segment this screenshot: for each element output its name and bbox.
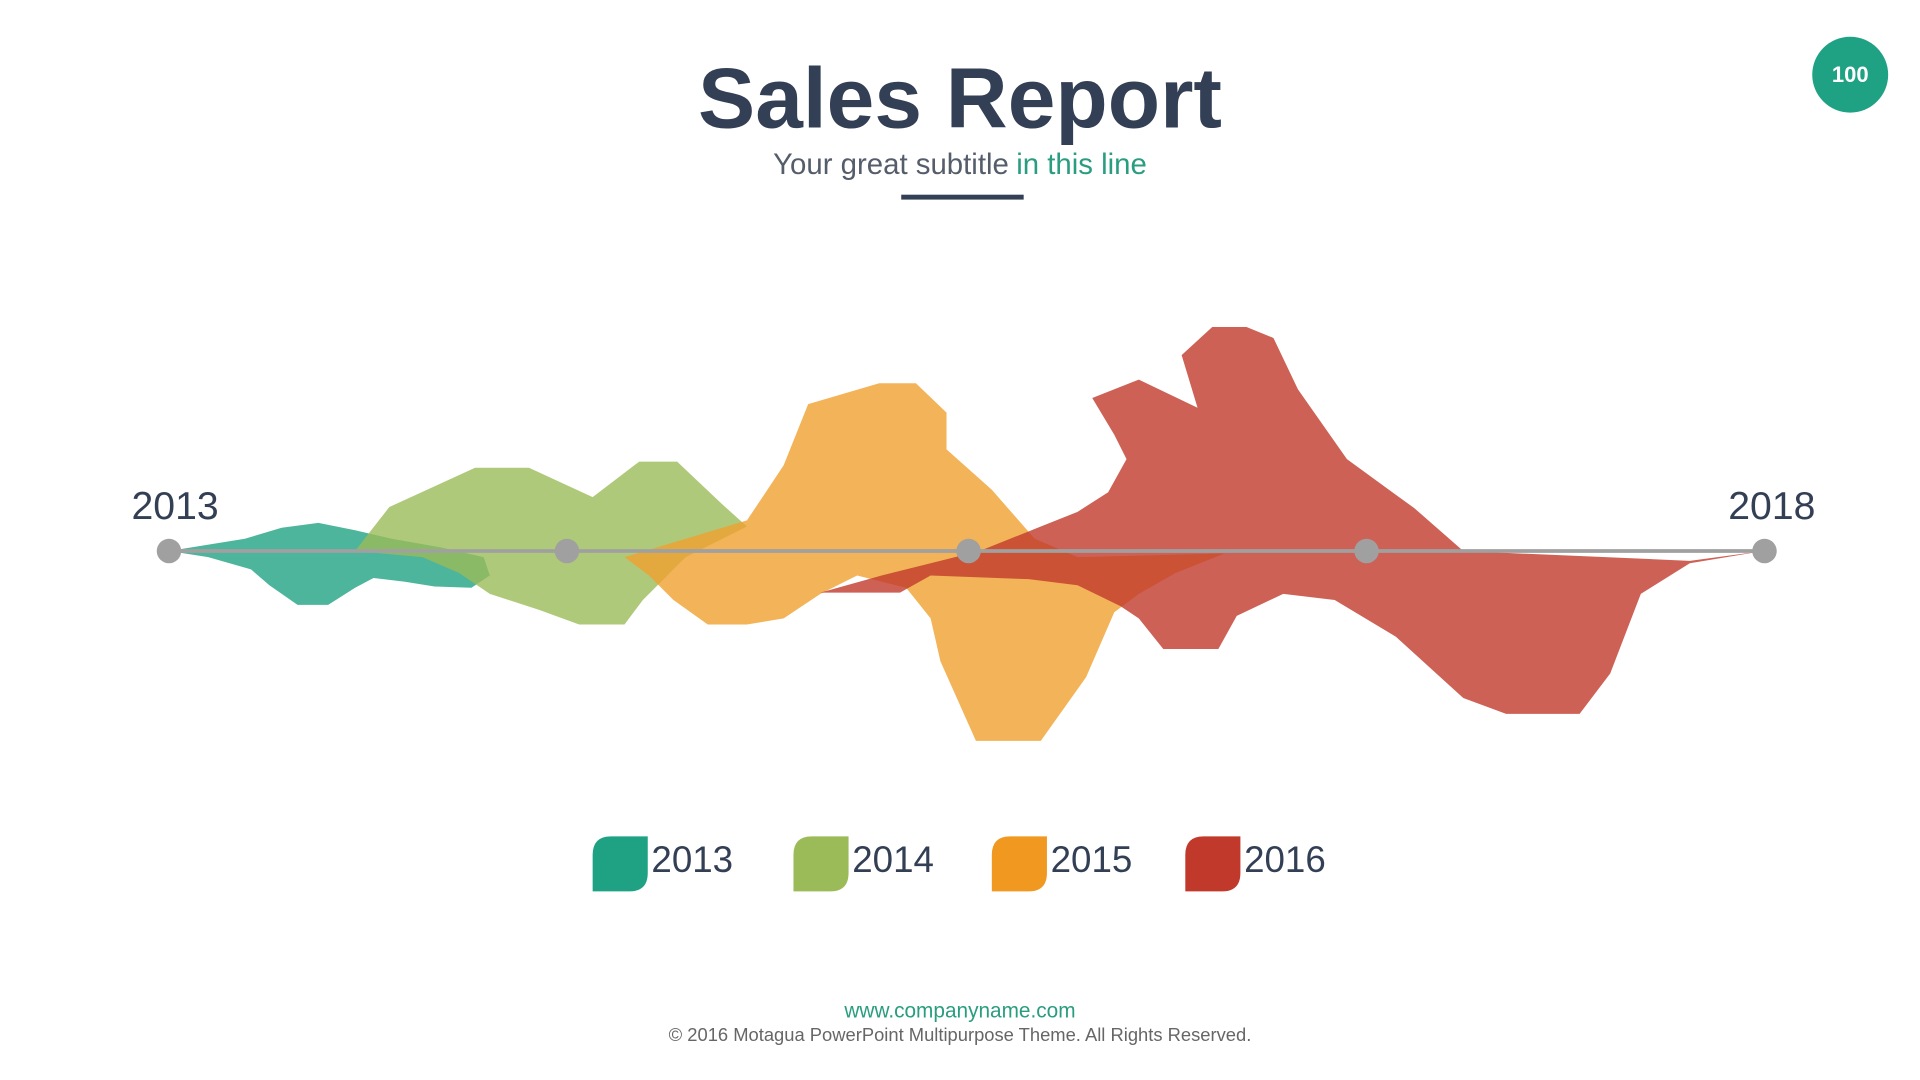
stream-2015 — [624, 383, 1225, 741]
legend-label: 2014 — [852, 839, 934, 880]
timeline-start: 2013 — [132, 485, 219, 528]
legend-swatch — [793, 836, 849, 892]
page-number: 100 — [1832, 62, 1869, 87]
legend-swatch — [592, 836, 648, 892]
subtitle-highlight: in this line — [1016, 148, 1147, 181]
streams — [168, 326, 1764, 741]
footer-copyright: © 2016 Motagua PowerPoint Multipurpose T… — [669, 1024, 1252, 1045]
legend: 2013 2014 2015 2016 — [592, 836, 1326, 892]
legend-label: 2013 — [651, 839, 733, 880]
title-underline — [901, 194, 1024, 200]
timeline-end: 2018 — [1728, 485, 1815, 528]
timeline-dot — [956, 538, 981, 564]
timeline-dot — [1354, 538, 1379, 564]
page-badge — [1812, 36, 1889, 113]
legend-label: 2016 — [1244, 839, 1326, 880]
timeline-dot — [1752, 538, 1777, 564]
timeline-dot — [554, 538, 580, 564]
subtitle: Your great subtitle in this line — [773, 148, 1147, 181]
stream-2014 — [355, 461, 747, 625]
title: Sales Report — [698, 50, 1222, 146]
subtitle-text: Your great subtitle — [773, 148, 1009, 181]
stream-2016 — [820, 326, 1764, 714]
legend-swatch — [991, 836, 1047, 892]
legend-label: 2015 — [1051, 839, 1133, 880]
legend-swatch — [1185, 836, 1241, 892]
footer-url: www.companyname.com — [843, 1000, 1075, 1023]
timeline-dot — [156, 538, 182, 564]
